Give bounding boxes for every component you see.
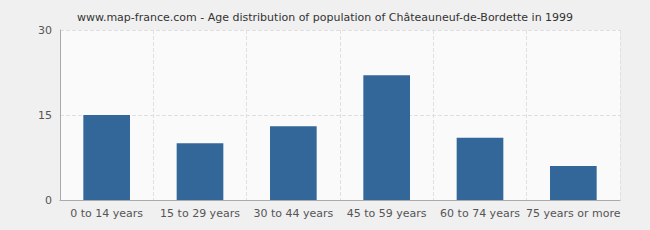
svg-text:0 to 14 years: 0 to 14 years xyxy=(70,207,143,220)
svg-text:15: 15 xyxy=(38,109,52,122)
svg-text:15 to 29 years: 15 to 29 years xyxy=(160,207,240,220)
svg-text:0: 0 xyxy=(45,194,52,207)
svg-text:www.map-france.com - Age distr: www.map-france.com - Age distribution of… xyxy=(77,11,573,24)
svg-text:30 to 44 years: 30 to 44 years xyxy=(253,207,333,220)
svg-text:45 to 59 years: 45 to 59 years xyxy=(347,207,427,220)
svg-text:30: 30 xyxy=(38,24,52,37)
svg-text:60 to 74 years: 60 to 74 years xyxy=(440,207,520,220)
svg-text:75 years or more: 75 years or more xyxy=(526,207,621,220)
